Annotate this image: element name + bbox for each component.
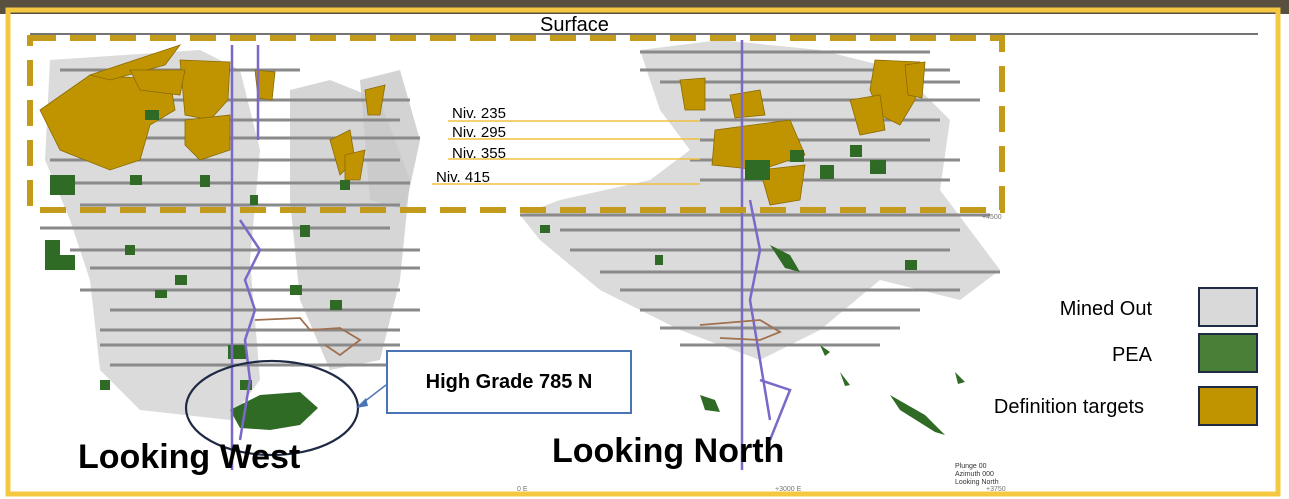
- axis-label-bottom-right2: +3750: [986, 486, 1006, 493]
- definition-zone-dashed-box: [27, 35, 1005, 213]
- surface-label: Surface: [540, 14, 609, 36]
- camera-plunge: Plunge 00: [955, 463, 987, 470]
- level-label-355: Niv. 355: [452, 145, 506, 162]
- legend-label-pea: PEA: [1111, 344, 1152, 366]
- level-lines: [432, 120, 700, 185]
- view-title-west: Looking West: [78, 438, 301, 476]
- high-grade-ellipse: [184, 359, 360, 457]
- west-view-model: [39, 44, 420, 470]
- legend-label-definition-targets: Definition targets: [993, 396, 1144, 418]
- outer-frame: [5, 7, 1281, 497]
- axis-label-bottom-right1: +3000 E: [775, 486, 802, 493]
- camera-direction: Looking North: [955, 479, 999, 486]
- north-view-model: [520, 40, 1000, 470]
- legend-label-mined-out: Mined Out: [1059, 298, 1152, 320]
- legend-swatch-definition-targets: [1198, 386, 1258, 426]
- axis-label-right-top: +4500: [982, 214, 1002, 221]
- legend-swatch-pea: [1198, 333, 1258, 373]
- level-label-295: Niv. 295: [452, 124, 506, 141]
- level-label-415: Niv. 415: [436, 169, 490, 186]
- level-label-235: Niv. 235: [452, 105, 506, 122]
- legend-swatch-mined-out: [1198, 287, 1258, 327]
- high-grade-callout: High Grade 785 N: [386, 350, 632, 414]
- camera-azimuth: Azimuth 000: [955, 471, 994, 478]
- view-divider: [425, 440, 515, 490]
- axis-label-bottom-mid: 0 E: [517, 486, 528, 493]
- view-title-north: Looking North: [552, 432, 785, 470]
